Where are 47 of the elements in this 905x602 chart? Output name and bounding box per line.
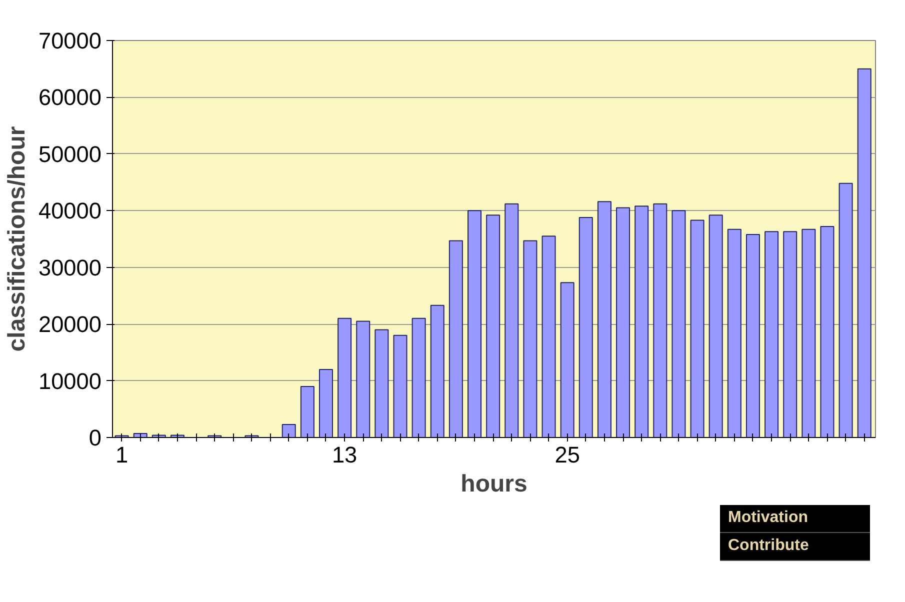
bar [356,320,370,438]
bar [746,234,760,438]
bar [597,201,612,438]
bar [504,203,519,438]
bar [838,182,853,438]
bar [764,231,779,438]
x-tick-label: 25 [554,442,580,468]
y-tick-label: 50000 [38,140,102,167]
bar [412,318,426,438]
bar [468,210,482,438]
bar [300,386,314,438]
bar [393,334,408,438]
y-tick-label: 0 [88,424,102,450]
bar [672,210,686,438]
bar [653,203,668,438]
x-tick-label: 13 [332,442,358,468]
y-tick-label: 40000 [38,198,102,224]
bar [783,231,798,438]
bar [374,329,389,438]
x-axis-title: hours [460,470,528,498]
bar [578,216,593,438]
bar [448,240,463,438]
text: Motivation [720,505,870,533]
bar [820,226,834,438]
bar [634,206,649,438]
bar [430,304,444,438]
text: Contribute [720,532,870,561]
y-axis-title: classifications/hour [4,126,30,352]
bar [318,368,333,438]
y-tick-label: 70000 [38,28,102,54]
bar [282,424,296,438]
bar [542,236,556,438]
y-tick-label: 30000 [38,254,102,280]
bar [560,282,574,438]
bar [690,220,704,438]
bar [727,228,742,438]
bar [857,68,872,438]
bar [523,240,538,438]
y-tick-label: 20000 [38,311,102,338]
x-tick-label: 1 [115,442,128,468]
y-tick-label: 10000 [38,368,102,394]
y-tick-label: 60000 [38,84,102,110]
bar [616,207,630,438]
bar [338,318,352,438]
bar [802,228,816,438]
bar [486,214,500,438]
bar [708,214,723,438]
